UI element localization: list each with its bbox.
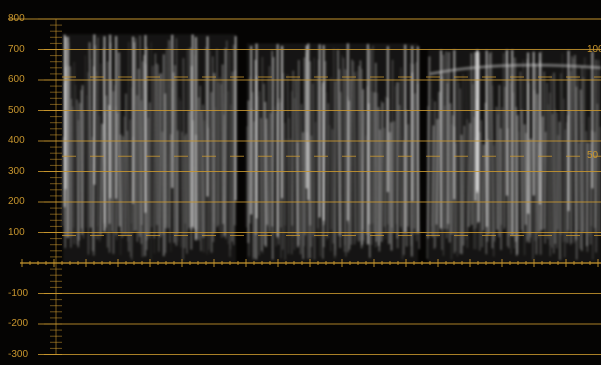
scale-label: 300 [8,165,25,177]
right-scale-label: 100 [587,43,601,55]
scale-label: 700 [8,43,25,55]
right-scale-label: 50 [587,150,599,162]
scale-label: -100 [8,287,29,299]
scale-label: -300 [8,348,29,360]
scale-label: 800 [8,13,25,24]
scale-label: 500 [8,104,25,116]
scale-label: 200 [8,196,25,207]
graticule [8,18,601,355]
waveform-trace [61,34,601,264]
scale-label: 600 [8,74,25,85]
scale-label: 400 [8,135,25,146]
scale-label: -200 [8,318,29,329]
scale-label: 100 [8,226,25,238]
